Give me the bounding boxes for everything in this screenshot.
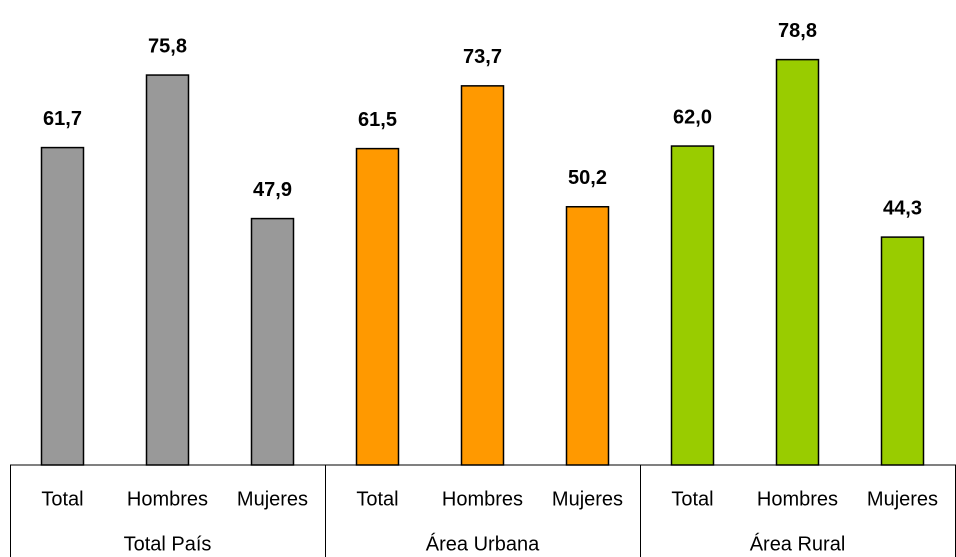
bar bbox=[775, 58, 820, 466]
data-label: 50,2 bbox=[568, 167, 607, 189]
data-label: 61,7 bbox=[43, 108, 82, 130]
group-label: Área Rural bbox=[750, 532, 846, 555]
bar bbox=[565, 205, 610, 466]
data-label: 47,9 bbox=[253, 179, 292, 201]
x-tick-label: Total bbox=[356, 488, 398, 510]
x-tick-label: Total bbox=[41, 488, 83, 510]
bar bbox=[460, 85, 505, 466]
group-label: Área Urbana bbox=[426, 532, 540, 555]
x-tick-label: Total bbox=[671, 488, 713, 510]
bar bbox=[40, 146, 85, 466]
data-label: 62,0 bbox=[673, 106, 712, 128]
bar bbox=[355, 147, 400, 466]
data-label: 78,8 bbox=[778, 20, 817, 42]
data-label: 44,3 bbox=[883, 197, 922, 219]
x-tick-label: Hombres bbox=[127, 488, 208, 510]
x-tick-label: Hombres bbox=[757, 488, 838, 510]
x-tick-label: Hombres bbox=[442, 488, 523, 510]
bar bbox=[880, 236, 925, 466]
x-tick-label: Mujeres bbox=[867, 488, 938, 510]
bar bbox=[670, 145, 715, 466]
group-label: Total País bbox=[124, 533, 212, 555]
data-label: 73,7 bbox=[463, 46, 502, 68]
x-tick-label: Mujeres bbox=[237, 488, 308, 510]
data-label: 75,8 bbox=[148, 35, 187, 57]
data-label: 61,5 bbox=[358, 109, 397, 131]
bar bbox=[145, 74, 190, 466]
x-tick-label: Mujeres bbox=[552, 488, 623, 510]
bar bbox=[250, 217, 295, 466]
